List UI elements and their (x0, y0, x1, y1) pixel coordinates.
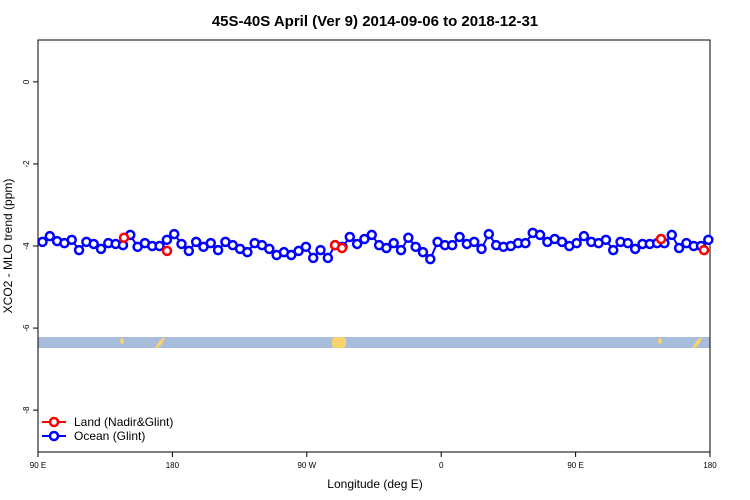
point (454, 231, 465, 243)
ocean-strip (38, 337, 710, 348)
x-tick-label: 180 (703, 461, 717, 470)
point (447, 239, 458, 251)
point (381, 242, 392, 254)
point (37, 236, 48, 248)
point (205, 237, 217, 249)
point (629, 243, 641, 255)
point (534, 229, 546, 241)
point (322, 252, 334, 264)
point (168, 228, 180, 240)
point (212, 244, 224, 256)
point (264, 243, 275, 255)
point (73, 244, 85, 256)
point (698, 244, 710, 256)
point (607, 244, 619, 256)
point (703, 234, 714, 246)
point (66, 234, 77, 246)
point (673, 242, 685, 254)
point (154, 240, 165, 252)
point (600, 234, 612, 246)
point (286, 249, 297, 261)
point (366, 229, 378, 241)
point (293, 245, 304, 257)
point (468, 236, 480, 248)
point (403, 232, 414, 244)
point (95, 243, 107, 255)
point (351, 238, 363, 250)
x-axis-label: Longitude (deg E) (327, 477, 422, 491)
y-tick-label: 0 (22, 79, 31, 84)
legend-marker (48, 430, 60, 442)
point (242, 246, 253, 258)
point (44, 230, 56, 242)
land-spot (120, 338, 124, 344)
point (307, 252, 319, 264)
point (425, 253, 436, 265)
point (476, 243, 487, 255)
point (190, 236, 202, 248)
point (344, 231, 356, 243)
point (315, 244, 326, 256)
point (483, 228, 495, 240)
surface-strip (38, 337, 710, 348)
legend-marker (48, 416, 60, 428)
land-spot (332, 337, 346, 348)
land-spot (692, 337, 702, 348)
point (161, 234, 173, 246)
legend-label: Land (Nadir&Glint) (74, 415, 173, 429)
point (359, 233, 370, 245)
land-spot (658, 338, 662, 344)
y-tick-label: -2 (22, 160, 31, 168)
x-tick-label: 90 E (567, 461, 583, 470)
point (417, 246, 429, 258)
y-tick-label: -8 (22, 406, 31, 414)
point (520, 237, 531, 249)
point (556, 236, 568, 248)
y-tick-label: -6 (22, 324, 31, 332)
x-tick-label: 180 (166, 461, 180, 470)
point (336, 242, 348, 254)
legend-label: Ocean (Glint) (74, 429, 145, 443)
y-tick-label: -4 (22, 242, 31, 250)
point (622, 237, 634, 249)
point (410, 241, 421, 253)
point (578, 230, 590, 242)
point (300, 241, 312, 253)
point (655, 233, 667, 245)
point (118, 232, 130, 244)
land-spot (155, 337, 165, 348)
x-tick-label: 90 E (30, 461, 46, 470)
x-tick-label: 0 (439, 461, 444, 470)
point (88, 238, 99, 250)
point (388, 237, 399, 249)
x-tick-label: 90 W (297, 461, 316, 470)
chart-title: 45S-40S April (Ver 9) 2014-09-06 to 2018… (212, 13, 538, 30)
point (666, 229, 678, 241)
point (395, 244, 407, 256)
point (571, 237, 582, 249)
point (183, 245, 195, 257)
y-axis-label: XCO2 - MLO trend (ppm) (1, 179, 15, 314)
point (161, 245, 173, 257)
point (176, 238, 187, 250)
